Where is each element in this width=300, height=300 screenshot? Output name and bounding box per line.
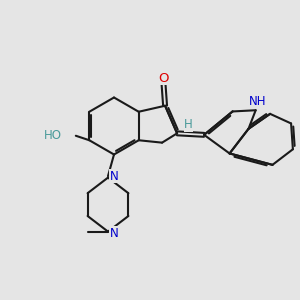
Text: N: N [110, 226, 118, 240]
Text: N: N [110, 169, 118, 183]
Text: NH: NH [248, 95, 266, 108]
Text: O: O [158, 72, 169, 85]
Text: H: H [184, 118, 193, 131]
Text: HO: HO [44, 129, 62, 142]
